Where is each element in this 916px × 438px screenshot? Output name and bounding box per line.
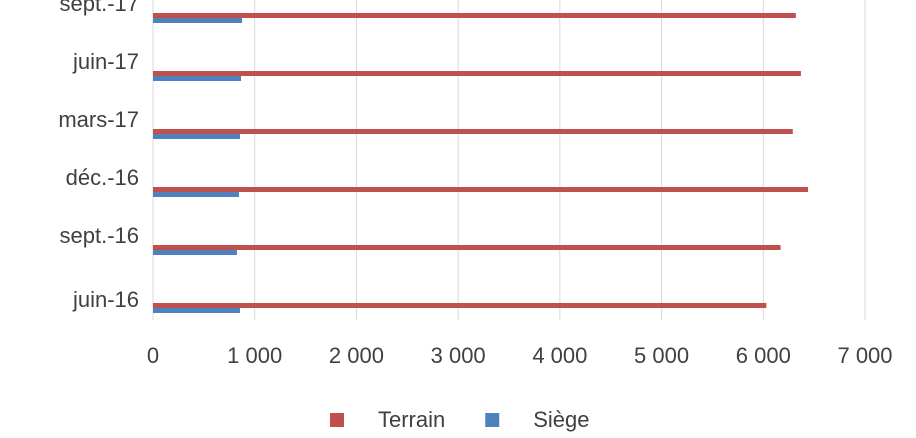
bar bbox=[153, 71, 801, 76]
y-tick-label: sept.-17 bbox=[60, 0, 140, 16]
bar bbox=[153, 76, 241, 81]
bar bbox=[153, 192, 239, 197]
x-tick-label: 1 000 bbox=[227, 343, 282, 368]
bar bbox=[153, 129, 793, 134]
x-tick-label: 0 bbox=[147, 343, 159, 368]
x-tick-label: 2 000 bbox=[329, 343, 384, 368]
x-tick-label: 7 000 bbox=[837, 343, 892, 368]
page: 0 1 000 2 000 3 000 4 000 5 000 6 000 7 000 juin… bbox=[0, 0, 916, 438]
chart: 0 1 000 2 000 3 000 4 000 5 000 6 000 7 000 juin… bbox=[0, 0, 916, 438]
x-tick-label: 6 000 bbox=[736, 343, 791, 368]
bar bbox=[153, 308, 240, 313]
y-tick-label: juin-16 bbox=[72, 287, 139, 312]
bar bbox=[153, 18, 242, 23]
bar bbox=[153, 250, 237, 255]
bar bbox=[153, 187, 808, 192]
x-tick-label: 5 000 bbox=[634, 343, 689, 368]
legend-label: Siège bbox=[533, 407, 589, 432]
legend-label: Terrain bbox=[378, 407, 445, 432]
legend-swatch bbox=[330, 413, 344, 427]
y-tick-label: juin-17 bbox=[72, 49, 139, 74]
x-tick-label: 3 000 bbox=[431, 343, 486, 368]
bar bbox=[153, 245, 781, 250]
y-tick-label: sept.-16 bbox=[60, 223, 140, 248]
bar bbox=[153, 134, 240, 139]
bar bbox=[153, 303, 766, 308]
x-tick-label: 4 000 bbox=[532, 343, 587, 368]
legend-swatch bbox=[485, 413, 499, 427]
bar bbox=[153, 13, 796, 18]
y-tick-label: déc.-16 bbox=[66, 165, 139, 190]
y-tick-label: mars-17 bbox=[58, 107, 139, 132]
